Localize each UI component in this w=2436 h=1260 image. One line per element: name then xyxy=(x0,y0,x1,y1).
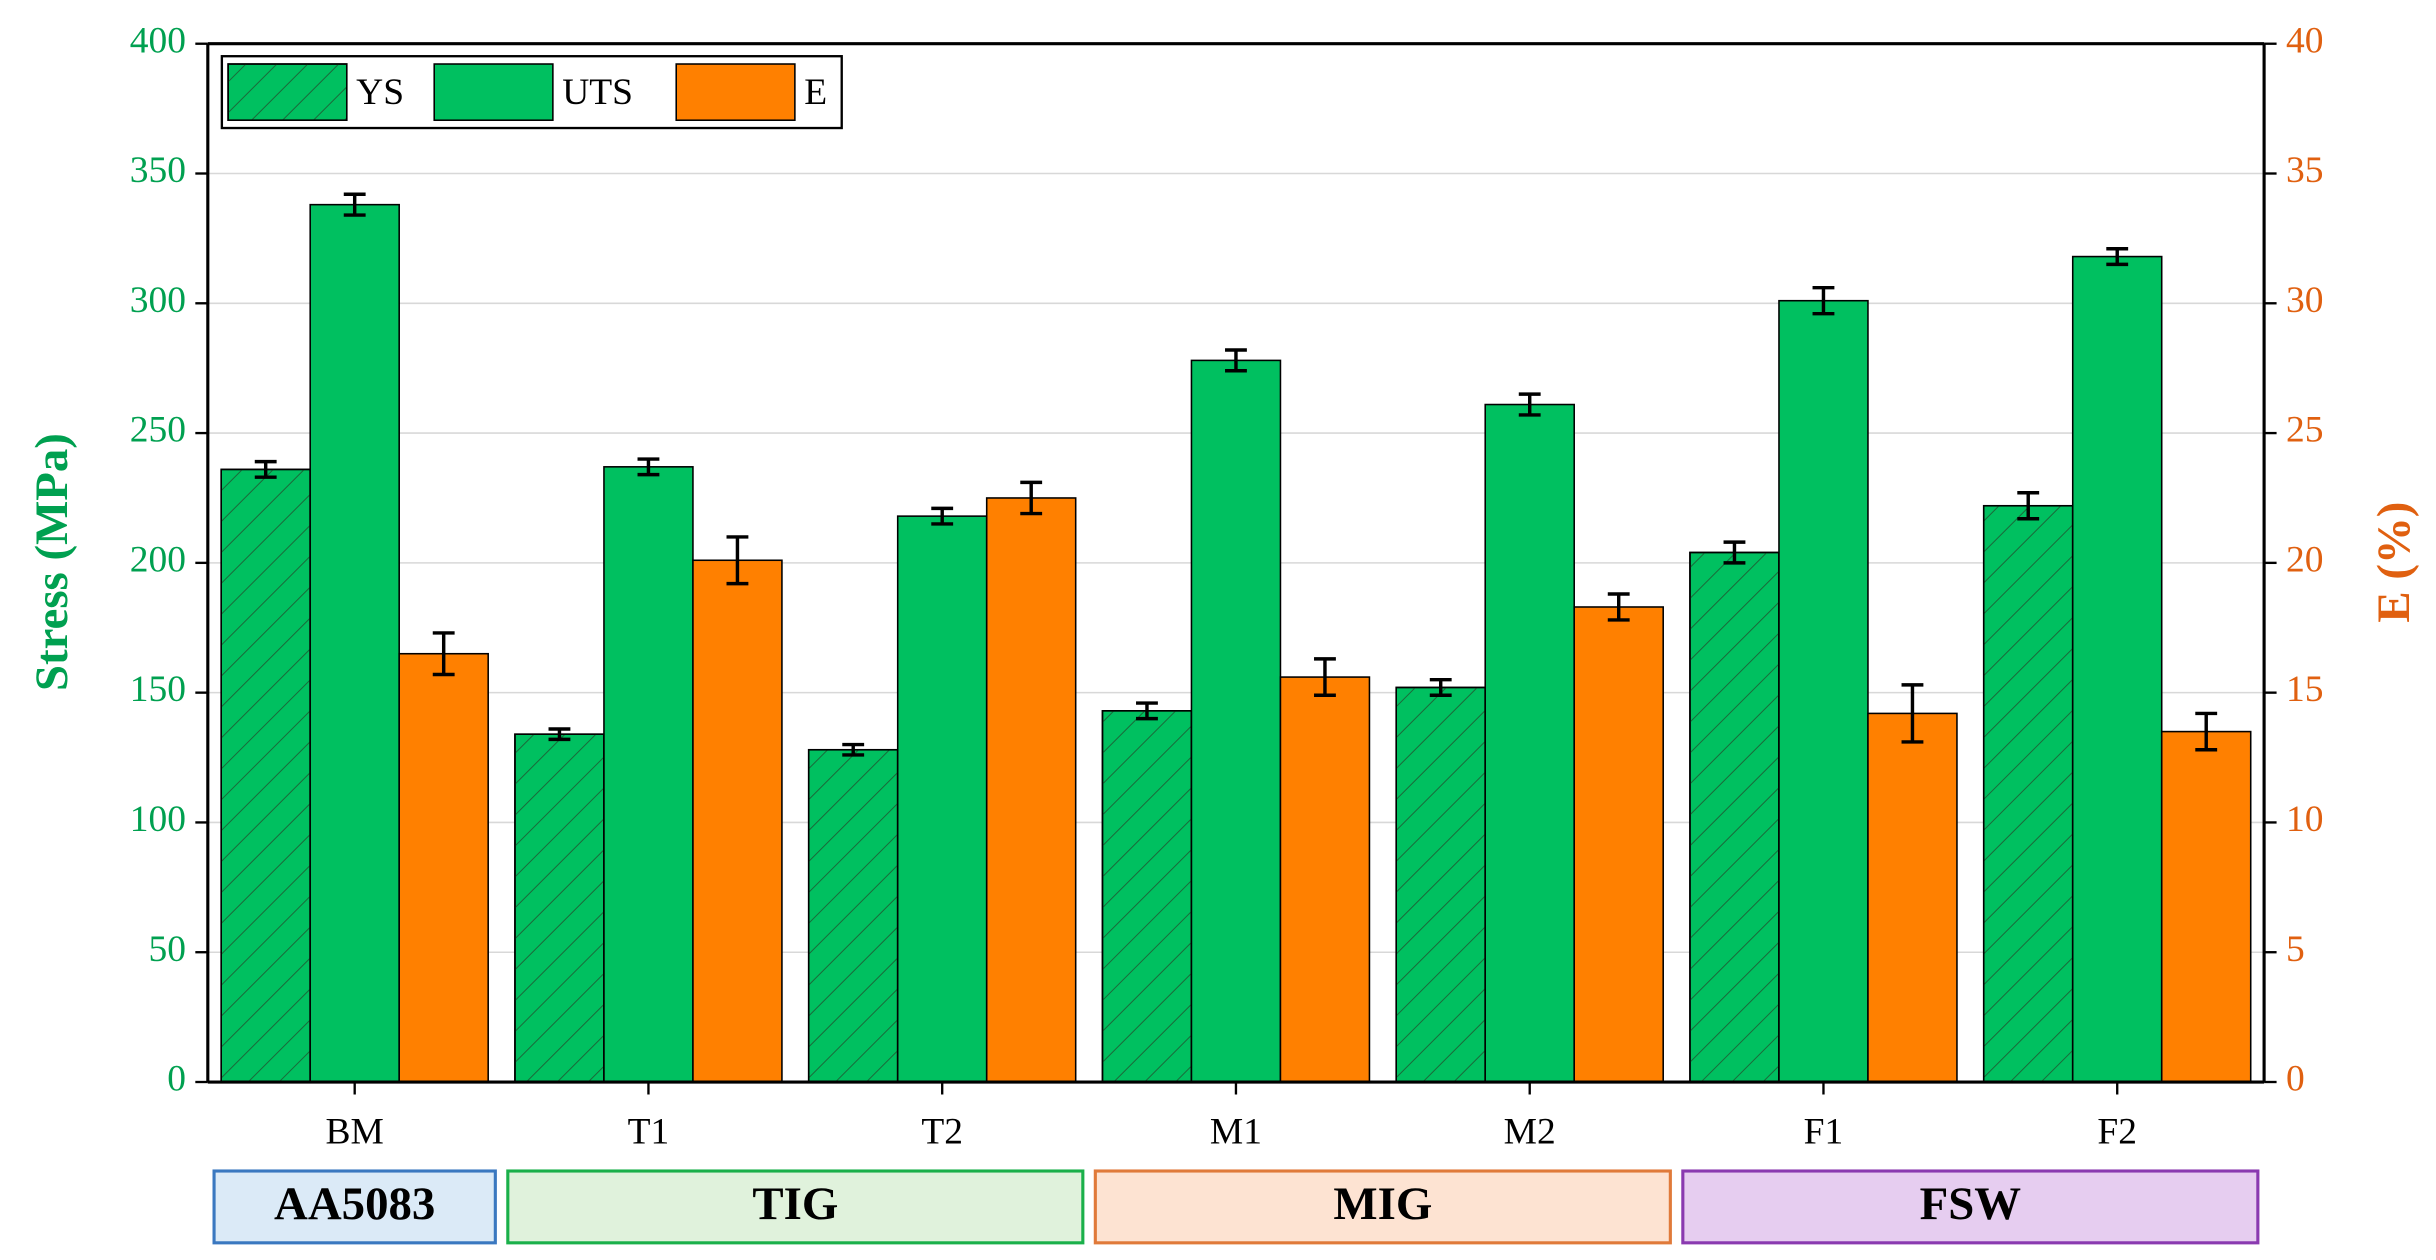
bar xyxy=(309,203,400,1083)
bar xyxy=(1573,606,1664,1083)
y-tick-label: 300 xyxy=(130,280,186,321)
y2-tick-label: 10 xyxy=(2286,799,2323,840)
error-bar xyxy=(1429,677,1452,697)
error-bar xyxy=(2195,711,2218,752)
bar-hatch xyxy=(1689,551,1780,1083)
group-box xyxy=(1681,1169,2260,1245)
y-tick-label: 50 xyxy=(148,929,185,970)
x-tick-label: T2 xyxy=(921,1112,963,1153)
y-tick-label: 250 xyxy=(130,410,186,451)
error-bar xyxy=(637,457,660,477)
error-bar xyxy=(1225,348,1247,373)
y2-tick-label: 25 xyxy=(2286,410,2323,451)
group-box xyxy=(212,1169,497,1245)
y-tick-label: 150 xyxy=(130,669,186,710)
error-bar xyxy=(1723,540,1746,565)
bar xyxy=(692,559,783,1083)
bar xyxy=(398,652,489,1083)
x-tick-label: T1 xyxy=(628,1112,670,1153)
y2-tick-label: 40 xyxy=(2286,20,2323,61)
y-tick-label: 100 xyxy=(130,799,186,840)
error-bar xyxy=(1020,480,1043,516)
x-tick-label: M2 xyxy=(1504,1112,1556,1153)
legend-label: UTS xyxy=(562,72,633,113)
error-bar xyxy=(931,506,954,526)
y2-tick-label: 0 xyxy=(2286,1059,2305,1100)
error-bar xyxy=(1812,285,1835,316)
bar xyxy=(1484,403,1575,1083)
group-box xyxy=(506,1169,1085,1245)
x-tick-label: M1 xyxy=(1210,1112,1262,1153)
y2-tick-label: 15 xyxy=(2286,669,2323,710)
group-box xyxy=(1093,1169,1672,1245)
y-tick-label: 350 xyxy=(130,150,186,191)
error-bar xyxy=(2106,247,2129,267)
y-axis-title: Stress (MPa) xyxy=(26,433,78,691)
y-tick-label: 200 xyxy=(130,539,186,580)
error-bar xyxy=(842,742,865,757)
x-tick-label: F1 xyxy=(1804,1112,1844,1153)
bar xyxy=(1279,676,1371,1083)
legend-hatch xyxy=(227,63,348,122)
legend-label: E xyxy=(804,72,827,113)
bar xyxy=(2071,255,2163,1083)
group-label: AA5083 xyxy=(274,1178,435,1230)
y-tick-label: 400 xyxy=(130,20,186,61)
y2-tick-label: 5 xyxy=(2286,929,2305,970)
bar-hatch xyxy=(514,733,605,1083)
bar xyxy=(896,515,988,1083)
bar-hatch xyxy=(220,468,311,1083)
bar xyxy=(603,466,694,1083)
x-tick-label: BM xyxy=(326,1112,384,1153)
bar xyxy=(1190,359,1282,1083)
legend-swatch xyxy=(433,63,554,122)
error-bar xyxy=(726,535,749,586)
bar xyxy=(2160,730,2252,1083)
error-bar xyxy=(432,631,455,677)
error-bar xyxy=(1314,657,1336,697)
error-bar xyxy=(1607,592,1630,622)
error-bar xyxy=(343,192,366,217)
bar-hatch xyxy=(1101,710,1193,1083)
bar-hatch xyxy=(807,748,899,1083)
error-bar xyxy=(1901,683,1924,744)
error-bar xyxy=(548,727,571,742)
y2-tick-label: 20 xyxy=(2286,539,2323,580)
y2-tick-label: 30 xyxy=(2286,280,2323,321)
y-tick-label: 0 xyxy=(167,1059,186,1100)
bar xyxy=(985,497,1077,1083)
bar xyxy=(1778,299,1869,1083)
bar-hatch xyxy=(1395,686,1486,1083)
y2-axis-title: E (%) xyxy=(2368,502,2420,623)
bar-hatch xyxy=(1982,504,2074,1083)
group-label: TIG xyxy=(752,1178,838,1230)
group-label: FSW xyxy=(1920,1178,2022,1230)
error-bar xyxy=(1136,701,1158,721)
legend-label: YS xyxy=(356,72,404,113)
group-label: MIG xyxy=(1333,1178,1432,1230)
y2-tick-label: 35 xyxy=(2286,150,2323,191)
x-tick-label: F2 xyxy=(2097,1112,2137,1153)
error-bar xyxy=(254,459,277,479)
bar xyxy=(1867,712,1958,1083)
error-bar xyxy=(2017,491,2040,521)
error-bar xyxy=(1518,392,1541,417)
legend-swatch xyxy=(675,63,796,122)
